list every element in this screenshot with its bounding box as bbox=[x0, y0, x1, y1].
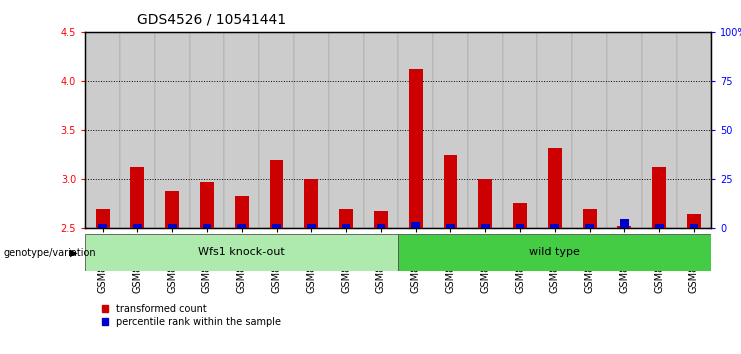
Bar bbox=[99, 224, 107, 228]
Bar bbox=[235, 196, 249, 228]
Bar bbox=[202, 224, 211, 228]
Bar bbox=[433, 32, 468, 228]
Bar bbox=[502, 32, 537, 228]
Bar bbox=[655, 224, 663, 228]
Bar bbox=[513, 203, 527, 228]
Bar bbox=[167, 224, 176, 228]
Bar bbox=[339, 209, 353, 228]
Bar bbox=[481, 224, 490, 228]
Bar bbox=[642, 32, 677, 228]
Bar bbox=[364, 32, 398, 228]
Bar bbox=[582, 209, 597, 228]
Bar bbox=[376, 224, 385, 228]
Bar bbox=[165, 191, 179, 228]
Bar bbox=[478, 179, 492, 228]
Bar bbox=[225, 32, 259, 228]
Text: Wfs1 knock-out: Wfs1 knock-out bbox=[199, 247, 285, 257]
Bar bbox=[399, 32, 433, 228]
Bar bbox=[690, 224, 698, 228]
Bar bbox=[516, 224, 525, 228]
Bar bbox=[585, 224, 594, 228]
Bar bbox=[85, 234, 399, 271]
Bar bbox=[329, 32, 364, 228]
Bar bbox=[200, 182, 214, 228]
Bar bbox=[444, 155, 457, 228]
Bar bbox=[607, 32, 642, 228]
Text: wild type: wild type bbox=[529, 247, 580, 257]
Text: genotype/variation: genotype/variation bbox=[4, 248, 96, 258]
Bar bbox=[294, 32, 329, 228]
Bar bbox=[120, 32, 155, 228]
Bar bbox=[399, 234, 711, 271]
Bar bbox=[270, 160, 284, 228]
Bar bbox=[551, 224, 559, 228]
Legend: transformed count, percentile rank within the sample: transformed count, percentile rank withi… bbox=[98, 300, 285, 331]
Text: ▶: ▶ bbox=[70, 248, 78, 258]
Bar bbox=[305, 179, 319, 228]
Bar bbox=[411, 222, 420, 228]
Bar bbox=[446, 224, 455, 228]
Bar bbox=[687, 213, 701, 228]
Bar bbox=[155, 32, 190, 228]
Bar bbox=[342, 224, 350, 228]
Bar bbox=[307, 224, 316, 228]
Bar bbox=[272, 224, 281, 228]
Text: GDS4526 / 10541441: GDS4526 / 10541441 bbox=[137, 12, 286, 27]
Bar bbox=[620, 218, 629, 228]
Bar bbox=[572, 32, 607, 228]
Bar bbox=[537, 32, 572, 228]
Bar bbox=[190, 32, 225, 228]
Bar bbox=[617, 226, 631, 228]
Bar bbox=[409, 69, 422, 228]
Bar bbox=[85, 32, 120, 228]
Bar bbox=[130, 167, 144, 228]
Bar bbox=[374, 211, 388, 228]
Bar bbox=[548, 148, 562, 228]
Bar bbox=[468, 32, 502, 228]
Bar bbox=[133, 224, 142, 228]
Bar bbox=[96, 209, 110, 228]
Bar bbox=[259, 32, 294, 228]
Bar bbox=[652, 167, 666, 228]
Bar bbox=[237, 224, 246, 228]
Bar bbox=[677, 32, 711, 228]
